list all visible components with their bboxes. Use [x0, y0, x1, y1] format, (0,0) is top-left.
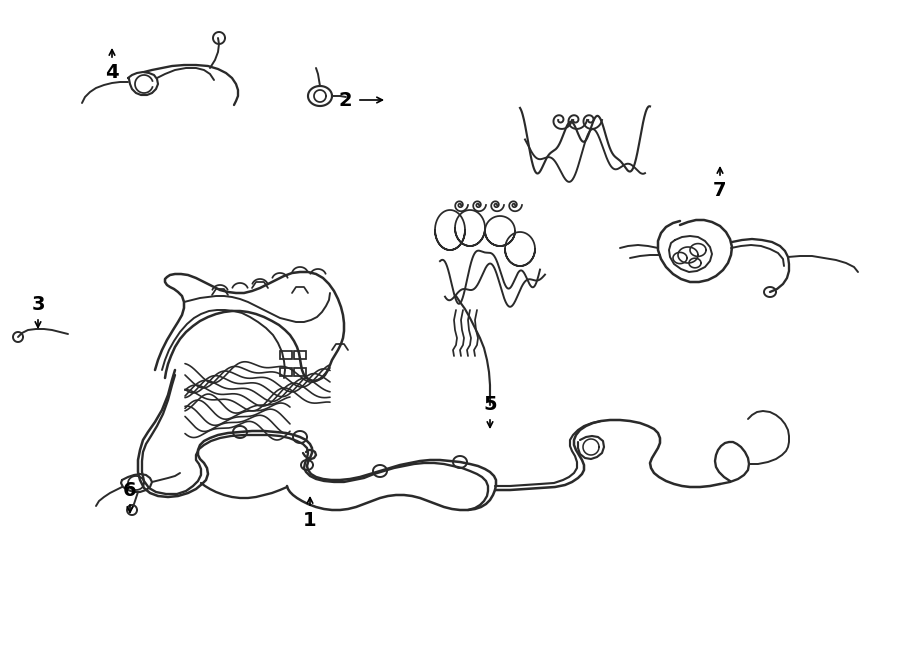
- Bar: [280, 368, 292, 376]
- Text: 6: 6: [123, 481, 137, 500]
- Text: 7: 7: [713, 180, 727, 200]
- Text: 2: 2: [338, 91, 352, 110]
- Text: 3: 3: [32, 295, 45, 315]
- Bar: [294, 351, 306, 359]
- Bar: [294, 368, 306, 376]
- Text: 4: 4: [105, 63, 119, 81]
- Bar: [280, 351, 292, 359]
- Text: 5: 5: [483, 395, 497, 414]
- Text: 1: 1: [303, 510, 317, 529]
